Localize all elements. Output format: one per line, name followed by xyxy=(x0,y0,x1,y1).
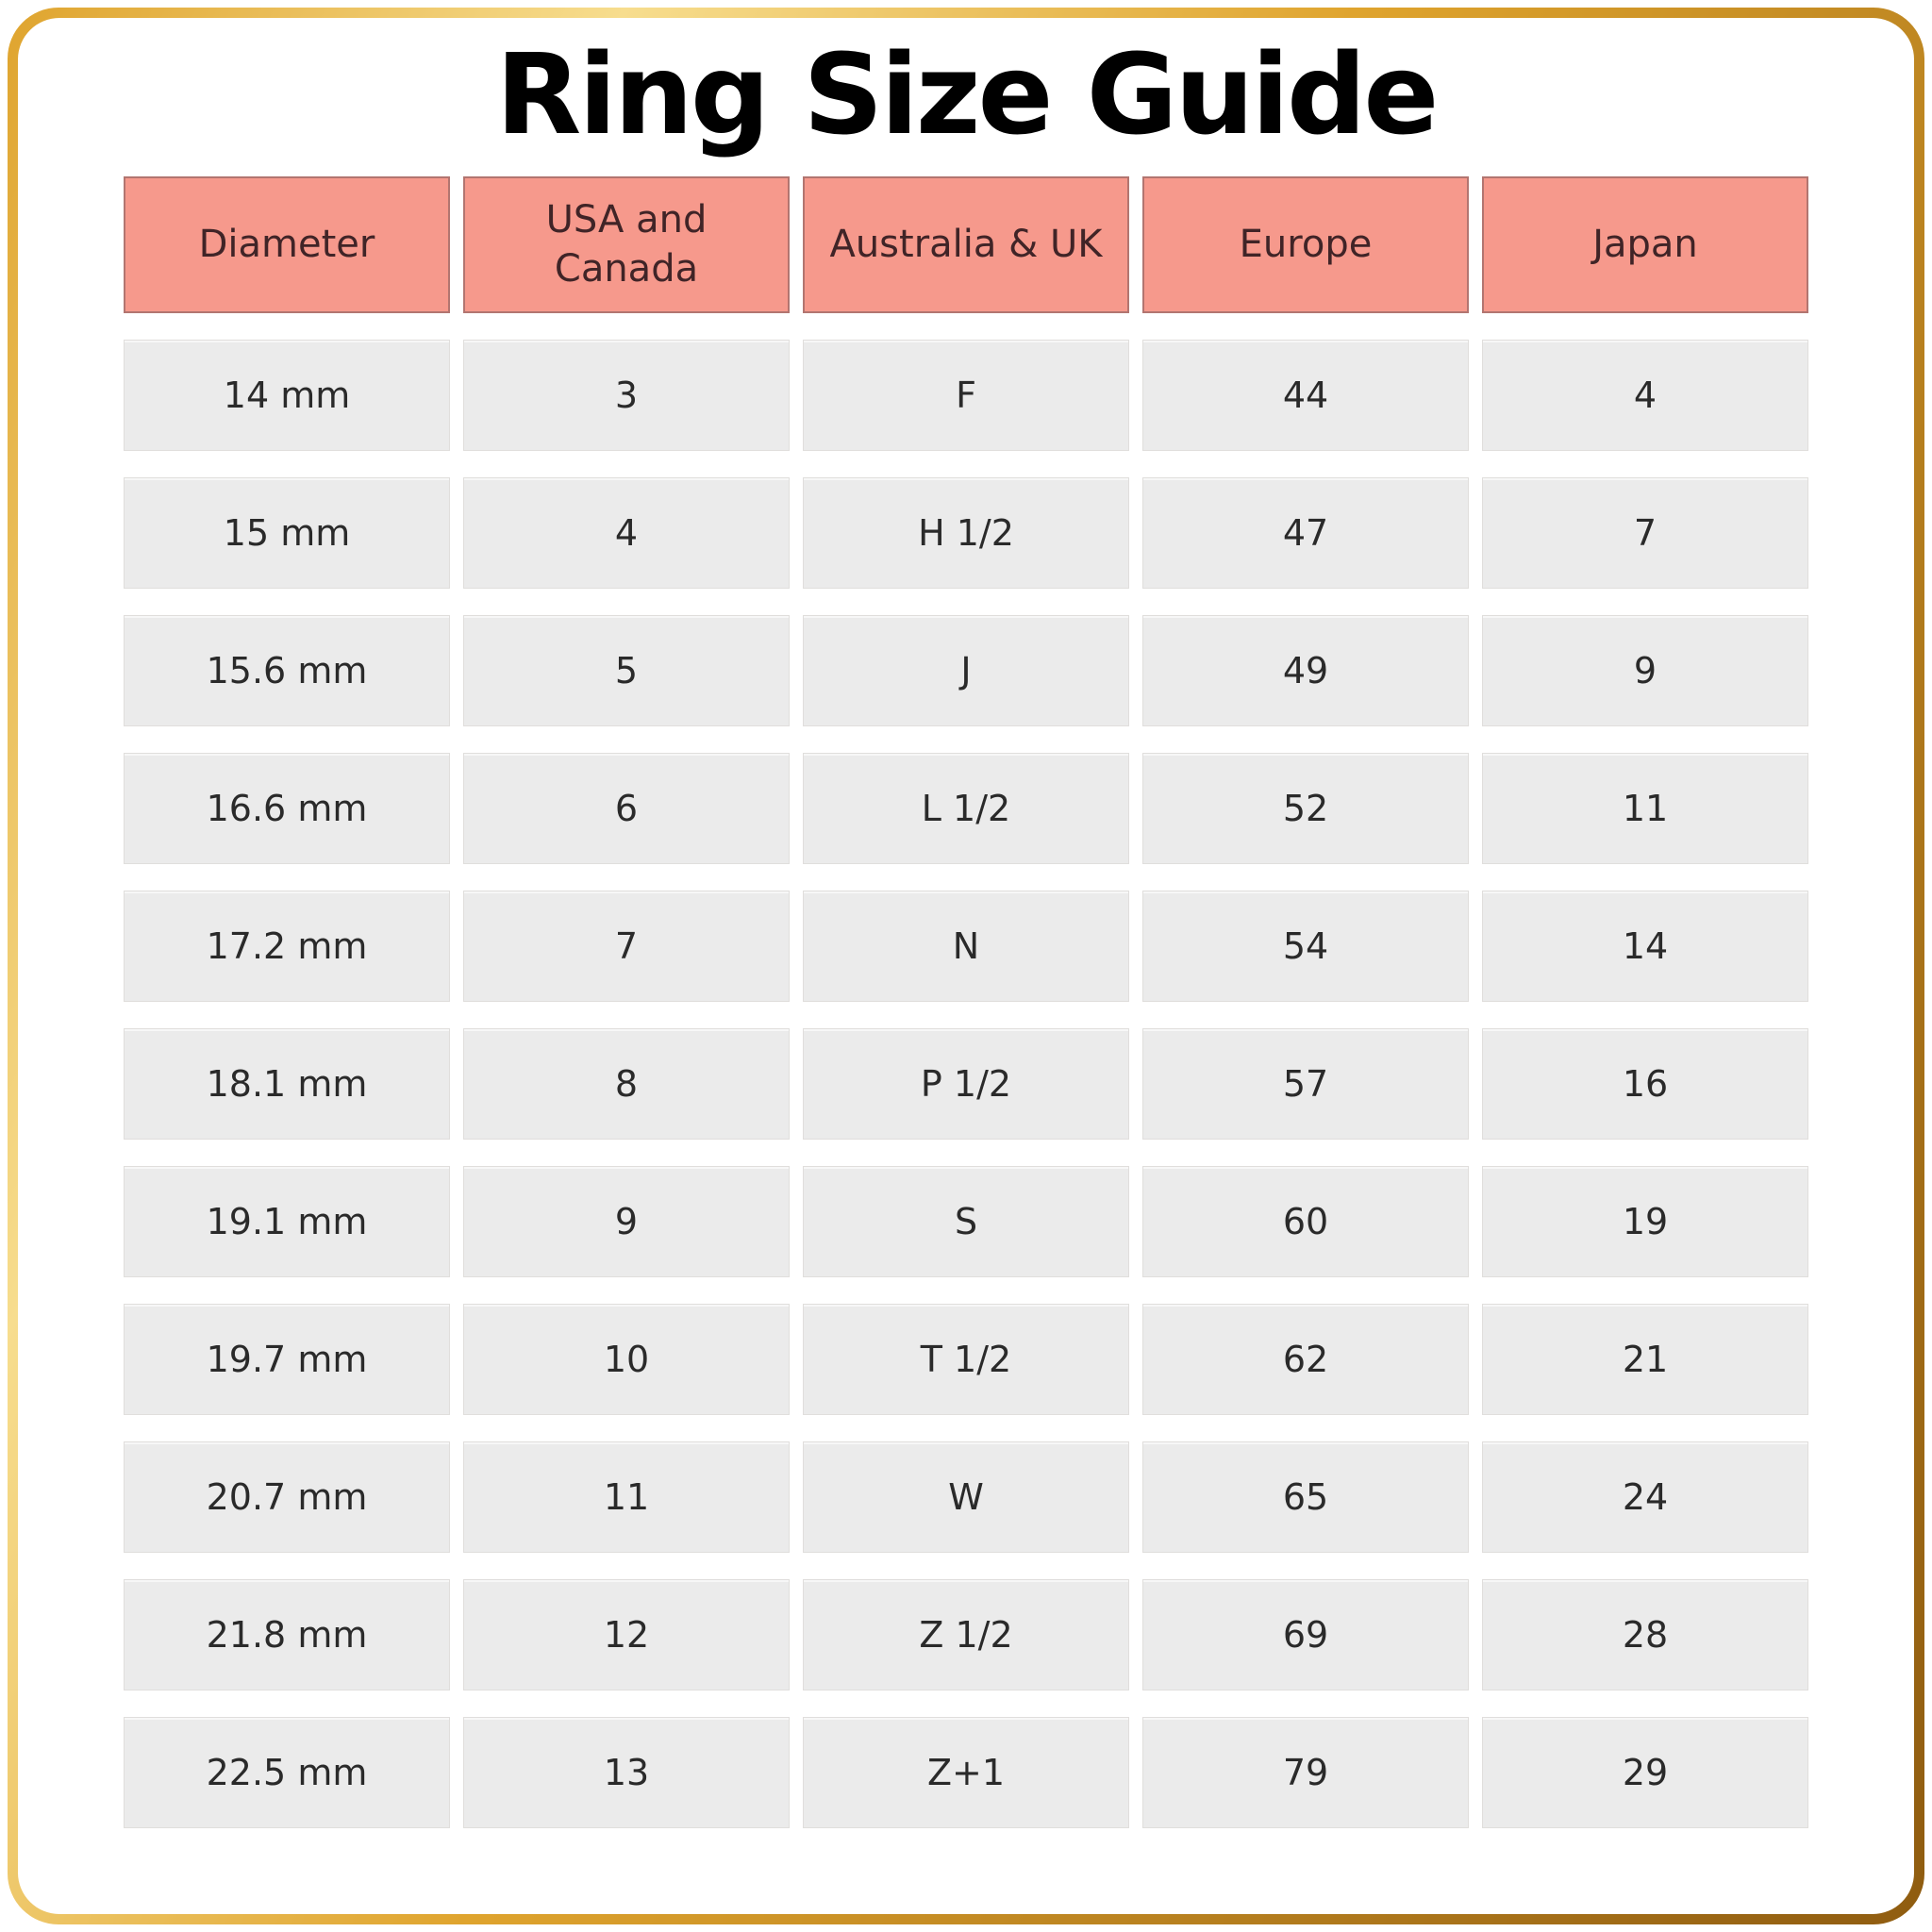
table-cell: 4 xyxy=(1482,339,1808,451)
table-cell: 19.1 mm xyxy=(124,1165,450,1277)
table-cell: 21 xyxy=(1482,1303,1808,1415)
header-cell-japan: Japan xyxy=(1482,175,1808,313)
table-cell: 12 xyxy=(463,1578,790,1690)
content-area: Ring Size Guide Diameter USA and Canada Au… xyxy=(18,18,1914,1914)
table-cell: 19 xyxy=(1482,1165,1808,1277)
ring-size-table: Diameter USA and Canada Australia & UK Euro… xyxy=(124,175,1808,1828)
table-cell: 10 xyxy=(463,1303,790,1415)
page-title: Ring Size Guide xyxy=(495,29,1440,159)
header-cell-australia-uk: Australia & UK xyxy=(803,175,1129,313)
table-cell: 69 xyxy=(1142,1578,1469,1690)
table-cell: 62 xyxy=(1142,1303,1469,1415)
table-cell: 24 xyxy=(1482,1441,1808,1553)
table-cell: 52 xyxy=(1142,752,1469,864)
table-cell: 60 xyxy=(1142,1165,1469,1277)
table-cell: F xyxy=(803,339,1129,451)
table-cell: 16.6 mm xyxy=(124,752,450,864)
table-cell: 54 xyxy=(1142,890,1469,1002)
table-cell: 8 xyxy=(463,1027,790,1140)
table-cell: 7 xyxy=(1482,476,1808,589)
table-cell: 18.1 mm xyxy=(124,1027,450,1140)
table-cell: 57 xyxy=(1142,1027,1469,1140)
table-cell: 79 xyxy=(1142,1716,1469,1828)
table-cell: S xyxy=(803,1165,1129,1277)
table-cell: 29 xyxy=(1482,1716,1808,1828)
table-cell: 11 xyxy=(1482,752,1808,864)
header-cell-usa-and-canada: USA and Canada xyxy=(463,175,790,313)
table-cell: 9 xyxy=(463,1165,790,1277)
header-cell-diameter: Diameter xyxy=(124,175,450,313)
table-cell: 47 xyxy=(1142,476,1469,589)
table-cell: 17.2 mm xyxy=(124,890,450,1002)
table-cell: 15.6 mm xyxy=(124,614,450,726)
table-cell: 49 xyxy=(1142,614,1469,726)
table-cell: W xyxy=(803,1441,1129,1553)
table-cell: 65 xyxy=(1142,1441,1469,1553)
table-cell: T 1/2 xyxy=(803,1303,1129,1415)
table-cell: 4 xyxy=(463,476,790,589)
table-cell: P 1/2 xyxy=(803,1027,1129,1140)
table-cell: 3 xyxy=(463,339,790,451)
table-cell: 28 xyxy=(1482,1578,1808,1690)
table-cell: 21.8 mm xyxy=(124,1578,450,1690)
table-cell: 6 xyxy=(463,752,790,864)
table-cell: 44 xyxy=(1142,339,1469,451)
gold-frame: Ring Size Guide Diameter USA and Canada Au… xyxy=(8,8,1924,1924)
table-cell: H 1/2 xyxy=(803,476,1129,589)
table-cell: 5 xyxy=(463,614,790,726)
table-cell: 19.7 mm xyxy=(124,1303,450,1415)
header-cell-europe: Europe xyxy=(1142,175,1469,313)
table-cell: J xyxy=(803,614,1129,726)
table-cell: 16 xyxy=(1482,1027,1808,1140)
table-cell: 9 xyxy=(1482,614,1808,726)
table-cell: 20.7 mm xyxy=(124,1441,450,1553)
table-cell: Z 1/2 xyxy=(803,1578,1129,1690)
table-cell: 11 xyxy=(463,1441,790,1553)
table-cell: L 1/2 xyxy=(803,752,1129,864)
table-cell: 14 xyxy=(1482,890,1808,1002)
table-cell: 14 mm xyxy=(124,339,450,451)
table-cell: 15 mm xyxy=(124,476,450,589)
table-cell: 13 xyxy=(463,1716,790,1828)
table-cell: Z+1 xyxy=(803,1716,1129,1828)
table-cell: 7 xyxy=(463,890,790,1002)
table-cell: N xyxy=(803,890,1129,1002)
table-cell: 22.5 mm xyxy=(124,1716,450,1828)
